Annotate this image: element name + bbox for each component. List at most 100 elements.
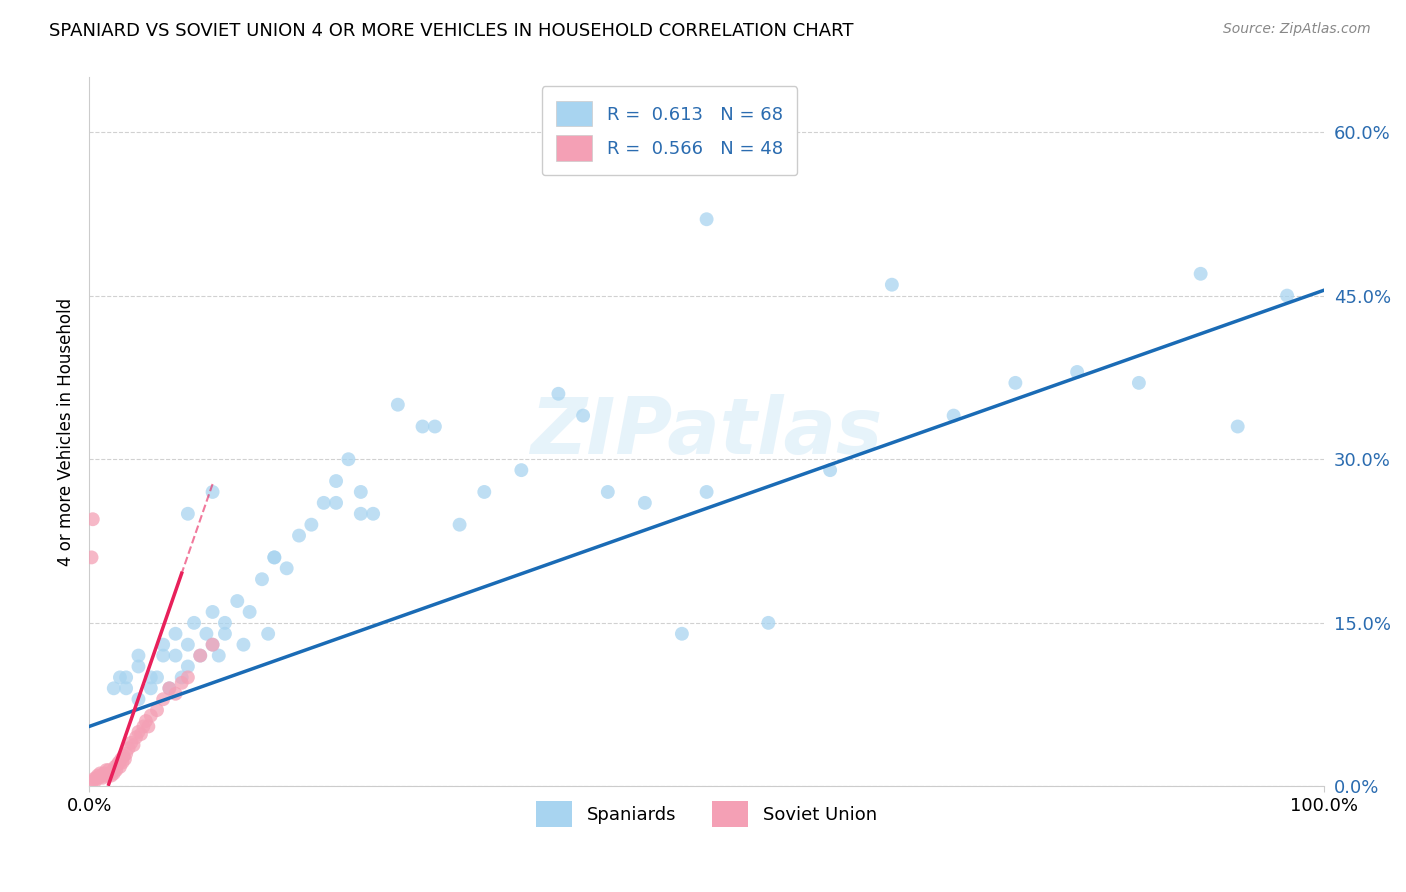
Point	[250, 572, 273, 586]
Point	[165, 648, 187, 663]
Point	[83, 772, 105, 786]
Point	[337, 452, 360, 467]
Point	[361, 507, 384, 521]
Point	[125, 731, 148, 745]
Point	[208, 648, 231, 663]
Point	[103, 766, 125, 780]
Point	[132, 719, 155, 733]
Point	[288, 528, 311, 542]
Point	[263, 550, 285, 565]
Point	[80, 550, 103, 565]
Point	[188, 648, 211, 663]
Legend: Spaniards, Soviet Union: Spaniards, Soviet Union	[529, 794, 884, 834]
Point	[299, 517, 322, 532]
Point	[350, 485, 373, 500]
Point	[139, 670, 162, 684]
Point	[325, 474, 347, 488]
Point	[165, 626, 187, 640]
Point	[84, 774, 107, 789]
Point	[157, 681, 180, 696]
Point	[423, 419, 446, 434]
Point	[96, 763, 118, 777]
Point	[152, 692, 174, 706]
Point	[1275, 288, 1298, 302]
Point	[183, 615, 205, 630]
Point	[634, 496, 657, 510]
Point	[596, 485, 619, 500]
Point	[257, 626, 280, 640]
Point	[1066, 365, 1088, 379]
Point	[177, 670, 200, 684]
Point	[325, 496, 347, 510]
Point	[572, 409, 595, 423]
Point	[120, 736, 142, 750]
Point	[101, 764, 124, 779]
Point	[115, 747, 138, 761]
Point	[157, 681, 180, 696]
Point	[91, 771, 114, 785]
Point	[188, 648, 211, 663]
Point	[146, 703, 169, 717]
Point	[94, 768, 117, 782]
Text: Source: ZipAtlas.com: Source: ZipAtlas.com	[1223, 22, 1371, 37]
Point	[129, 727, 152, 741]
Point	[139, 681, 162, 696]
Point	[170, 670, 193, 684]
Point	[86, 771, 108, 785]
Point	[1189, 267, 1212, 281]
Point	[472, 485, 495, 500]
Point	[108, 670, 131, 684]
Point	[100, 768, 122, 782]
Point	[1226, 419, 1249, 434]
Point	[547, 386, 569, 401]
Point	[263, 550, 285, 565]
Point	[135, 714, 157, 728]
Point	[139, 708, 162, 723]
Point	[276, 561, 298, 575]
Point	[152, 638, 174, 652]
Point	[122, 738, 145, 752]
Point	[98, 766, 121, 780]
Point	[127, 659, 149, 673]
Text: ZIPatlas: ZIPatlas	[530, 394, 883, 470]
Point	[114, 752, 136, 766]
Point	[87, 771, 110, 785]
Text: SPANIARD VS SOVIET UNION 4 OR MORE VEHICLES IN HOUSEHOLD CORRELATION CHART: SPANIARD VS SOVIET UNION 4 OR MORE VEHIC…	[49, 22, 853, 40]
Point	[756, 615, 779, 630]
Point	[108, 760, 131, 774]
Point	[412, 419, 434, 434]
Point	[111, 756, 134, 770]
Point	[226, 594, 249, 608]
Point	[93, 766, 115, 780]
Point	[201, 638, 224, 652]
Point	[165, 687, 187, 701]
Point	[387, 398, 409, 412]
Point	[105, 763, 128, 777]
Point	[696, 212, 718, 227]
Point	[177, 507, 200, 521]
Point	[177, 659, 200, 673]
Point	[112, 748, 135, 763]
Point	[103, 681, 125, 696]
Point	[350, 507, 373, 521]
Point	[138, 719, 160, 733]
Point	[177, 638, 200, 652]
Point	[214, 626, 236, 640]
Point	[127, 692, 149, 706]
Point	[115, 670, 138, 684]
Point	[107, 757, 129, 772]
Point	[214, 615, 236, 630]
Point	[115, 681, 138, 696]
Point	[195, 626, 218, 640]
Point	[942, 409, 965, 423]
Point	[82, 512, 104, 526]
Point	[510, 463, 533, 477]
Point	[152, 648, 174, 663]
Point	[818, 463, 841, 477]
Point	[110, 752, 132, 766]
Point	[232, 638, 254, 652]
Point	[312, 496, 335, 510]
Point	[104, 760, 127, 774]
Point	[671, 626, 693, 640]
Point	[97, 763, 120, 777]
